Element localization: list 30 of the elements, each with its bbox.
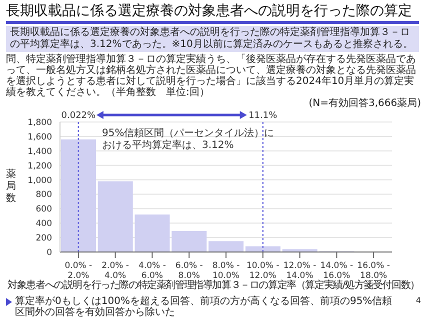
text: 問、特定薬剤管理指導加算３－ロの算定実績うち、「後発医薬品が存在する先発医薬品であって、一般名処方又は銘柄名処方された医薬品について、選定療養の対象となる先発医薬品を選択しようとする患者に対して説明を行った場合」に該当する2024年10月単月の算定実績を教えてください。（半角整数 単位:回）: [6, 54, 417, 98]
x-tick-label: 0.0% - 2.0%: [64, 261, 92, 281]
x-tick-label: 2.0% - 4.0%: [102, 261, 130, 281]
x-tick-label: 6.0% - 8.0%: [175, 261, 203, 281]
ref-line-label: 0.022%: [61, 111, 96, 121]
y-tick-label: 1,200: [28, 161, 52, 172]
x-tick-label: 16.0% - 18.0%: [357, 261, 390, 281]
y-tick-label: 1,400: [28, 146, 52, 157]
y-tick-label: 1,800: [28, 118, 52, 128]
text: (N=有効回答3,666薬局): [308, 98, 421, 109]
chart-title: 長期収載品に係る選定療養の対象患者への説明を行った際の算定: [6, 2, 412, 20]
y-tick-label: 0: [46, 248, 52, 258]
x-tick-label: 8.0% - 10.0%: [212, 261, 240, 281]
x-tick-label: 14.0% - 16.0%: [320, 261, 354, 281]
y-tick-label: 1,600: [28, 132, 52, 142]
ref-line-label: 11.1%: [248, 111, 278, 121]
text: 算定率が0もしくは100%を超える回答、前項の方が高くなる回答、前項の95%信頼区間外の回答を有効回答から除いた: [15, 296, 394, 318]
chart-subtitle: 長期収載品に係る選定療養の対象患者への説明を行った際の特定薬剤管理指導加算３－ロの平均算定率は、3.12%であった。※10月以前に算定済みのケースもあると推察される。: [6, 26, 419, 52]
x-tick-label: 10.0% - 12.0%: [246, 261, 280, 281]
y-tick-label: 400: [36, 219, 52, 230]
y-tick-label: 1,000: [28, 176, 52, 186]
x-tick-label: 4.0% - 6.0%: [138, 261, 166, 281]
y-axis-title: 薬局数: [6, 169, 17, 205]
annotation: 95%信頼区間（パーセンタイル法）における平均算定率は、3.12%: [102, 128, 276, 152]
y-tick-label: 600: [36, 204, 52, 215]
x-tick-label: 12.0% - 14.0%: [283, 261, 316, 281]
text: 4: [416, 296, 421, 306]
y-tick-label: 200: [36, 234, 52, 244]
y-tick-label: 800: [36, 190, 52, 200]
x-axis-title: 対象患者への説明を行った際の特定薬剤管理指導加算３－ロの算定率（算定実績/処方箋受付回数）: [6, 280, 420, 292]
